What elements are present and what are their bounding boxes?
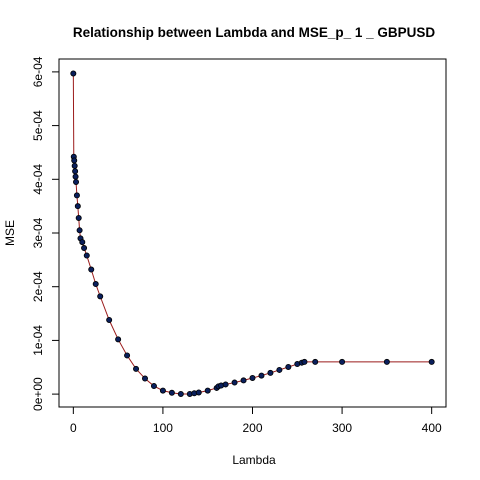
data-point xyxy=(195,389,202,396)
data-point xyxy=(150,383,157,390)
data-point xyxy=(428,358,435,365)
data-point xyxy=(83,252,90,259)
data-point xyxy=(177,390,184,397)
y-tick-label: 3e-04 xyxy=(31,217,45,248)
data-point xyxy=(301,358,308,365)
plot-frame xyxy=(58,58,447,408)
data-point xyxy=(267,369,274,376)
data-point xyxy=(81,245,88,252)
data-point xyxy=(88,266,95,273)
x-tick-label: 0 xyxy=(70,421,77,435)
data-point xyxy=(71,157,78,164)
data-point xyxy=(339,358,346,365)
y-tick-label: 4e-04 xyxy=(31,164,45,195)
data-point xyxy=(383,358,390,365)
data-point xyxy=(285,363,292,370)
data-point xyxy=(92,281,99,288)
data-point xyxy=(73,178,80,185)
data-point xyxy=(141,375,148,382)
x-axis: 0 100 200 300 400 xyxy=(70,407,442,435)
series-line xyxy=(72,73,432,395)
data-point xyxy=(72,168,79,175)
x-tick-label: 300 xyxy=(332,421,352,435)
data-point xyxy=(168,389,175,396)
data-point xyxy=(133,365,140,372)
x-axis-label: Lambda xyxy=(232,453,276,467)
y-tick-label: 0e+00 xyxy=(31,377,45,411)
data-point xyxy=(249,374,256,381)
data-point xyxy=(159,387,166,394)
data-point xyxy=(240,377,247,384)
y-tick-label: 1e-04 xyxy=(31,325,45,356)
data-point xyxy=(124,352,131,359)
y-tick-label: 6e-04 xyxy=(31,56,45,87)
data-point xyxy=(115,336,122,343)
data-point xyxy=(79,239,86,246)
data-point xyxy=(276,366,283,373)
x-tick-label: 100 xyxy=(153,421,173,435)
data-point xyxy=(72,173,79,180)
y-tick-label: 2e-04 xyxy=(31,271,45,302)
series-layer xyxy=(70,70,435,397)
data-point xyxy=(73,192,80,199)
data-point xyxy=(70,70,77,77)
y-tick-label: 5e-04 xyxy=(31,110,45,141)
data-point xyxy=(258,372,265,379)
data-point xyxy=(75,214,82,221)
data-point xyxy=(231,379,238,386)
data-point xyxy=(74,203,81,210)
y-axis-label: MSE xyxy=(3,220,17,246)
data-point xyxy=(76,227,83,234)
x-tick-label: 200 xyxy=(242,421,262,435)
data-point xyxy=(222,381,229,388)
chart-title: Relationship between Lambda and MSE_p_ 1… xyxy=(73,25,436,40)
y-axis: 0e+00 1e-04 2e-04 3e-04 4e-04 5e-04 6e-04 xyxy=(31,56,59,411)
data-point xyxy=(312,358,319,365)
data-point xyxy=(97,293,104,300)
x-tick-label: 400 xyxy=(422,421,442,435)
data-point xyxy=(106,316,113,323)
data-point xyxy=(71,162,78,169)
data-point xyxy=(204,387,211,394)
